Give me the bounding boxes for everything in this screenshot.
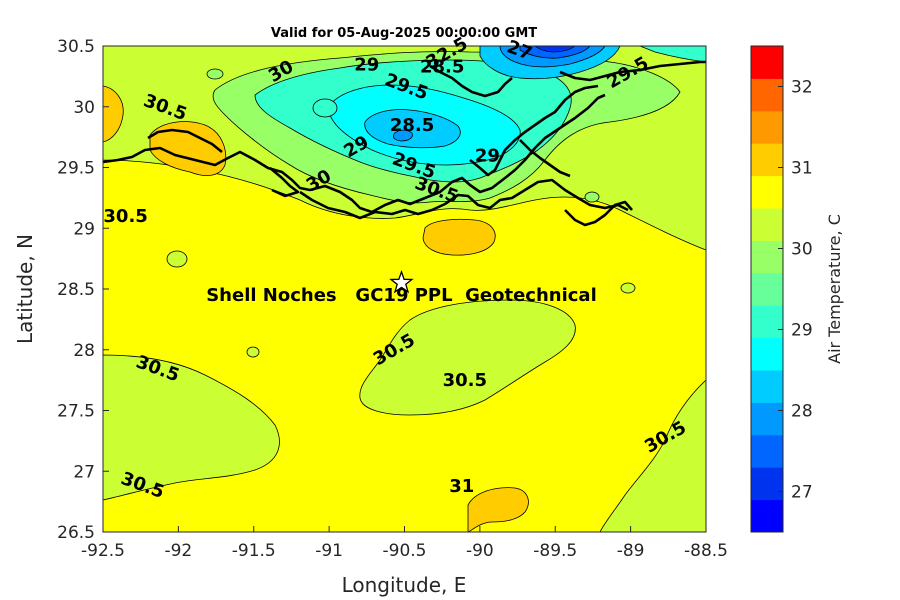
colorbar-swatch (751, 370, 783, 403)
contour-spot (584, 191, 600, 203)
x-axis-label: Longitude, E (342, 573, 467, 597)
colorbar-tick-label: 28 (791, 402, 813, 422)
colorbar-swatch (751, 240, 783, 274)
contour-label: 31 (449, 476, 474, 497)
y-tick-label: 29.5 (57, 159, 95, 179)
colorbar-ticks: 32 31 30 29 28 27 (778, 78, 813, 503)
x-tick-label: -91.5 (232, 541, 276, 561)
colorbar (750, 45, 784, 533)
y-tick-label: 27 (73, 462, 95, 482)
colorbar-swatch (751, 272, 783, 306)
x-tick-label: -89 (617, 541, 645, 561)
colorbar-tick-label: 30 (791, 240, 813, 260)
x-tick-label: -92.5 (81, 541, 125, 561)
contour-label: 30.5 (443, 370, 487, 391)
y-tick-label: 30 (73, 98, 95, 118)
y-tick-label: 29 (73, 219, 95, 239)
x-tick-label: -92 (164, 541, 192, 561)
contour-spot (166, 250, 188, 268)
x-tick-label: -90 (466, 541, 494, 561)
contour-band-26-5-north (534, 46, 576, 53)
colorbar-label: Air Temperature, C (825, 214, 844, 364)
contour-band-30-southeast (599, 379, 706, 532)
colorbar-tick-label: 27 (791, 483, 813, 503)
plot-title: Valid for 05-Aug-2025 00:00:00 GMT (271, 26, 537, 41)
coastline (103, 60, 706, 227)
y-axis-label: Latitude, N (13, 234, 37, 344)
colorbar-swatch (751, 208, 783, 241)
contour-spot (312, 98, 338, 118)
contour-label: 29 (475, 145, 500, 166)
colorbar-swatch (751, 143, 783, 177)
x-axis-ticks: -92.5 -92 -91.5 -91 -90.5 -90 -89.5 -89 -88.5 (81, 526, 728, 561)
contour-band-31-coast (422, 218, 496, 256)
contour-spot (620, 282, 636, 294)
colorbar-tick-label: 32 (791, 78, 813, 98)
colorbar-swatch (751, 337, 783, 371)
contour-band-30-southwest (103, 354, 280, 501)
site-star-marker (389, 269, 414, 294)
colorbar-tick-label: 29 (791, 321, 813, 341)
map-area (103, 46, 706, 532)
contour-band-31-northwest (103, 85, 124, 143)
y-tick-label: 30.5 (57, 37, 95, 57)
colorbar-swatch (751, 467, 783, 501)
colorbar-swatch (751, 402, 783, 436)
y-tick-label: 28 (73, 341, 95, 361)
colorbar-tick-label: 31 (791, 159, 813, 179)
contour-label: 30.5 (103, 206, 147, 227)
contour-label: 28.5 (420, 57, 464, 78)
contour-band-28 (364, 109, 461, 149)
y-tick-label: 27.5 (57, 402, 95, 422)
contour-band-31-south (467, 487, 529, 532)
colorbar-swatch (751, 78, 783, 112)
colorbar-swatch (751, 434, 783, 468)
x-tick-label: -89.5 (533, 541, 577, 561)
y-tick-label: 26.5 (57, 523, 95, 543)
contour-label: 29 (354, 54, 379, 75)
colorbar-swatch (751, 110, 783, 144)
contour-label: 28.5 (390, 115, 434, 136)
colorbar-swatch (751, 305, 783, 339)
x-tick-label: -90.5 (383, 541, 427, 561)
colorbar-frame (750, 45, 784, 533)
x-tick-label: -91 (315, 541, 343, 561)
contour-spot (206, 68, 224, 80)
site-label: Shell Noches GC19 PPL Geotechnical (206, 285, 597, 306)
colorbar-swatch (751, 46, 783, 79)
colorbar-swatch (751, 499, 783, 533)
contour-band-30-center (359, 299, 576, 416)
colorbar-swatch (751, 175, 783, 209)
contour-spot (246, 346, 260, 358)
y-axis-ticks: 30.5 30 29.5 29 28.5 28 27.5 27 26.5 (57, 37, 109, 543)
y-tick-label: 28.5 (57, 280, 95, 300)
x-tick-label: -88.5 (684, 541, 728, 561)
contour-band-27-5-center (393, 129, 413, 142)
